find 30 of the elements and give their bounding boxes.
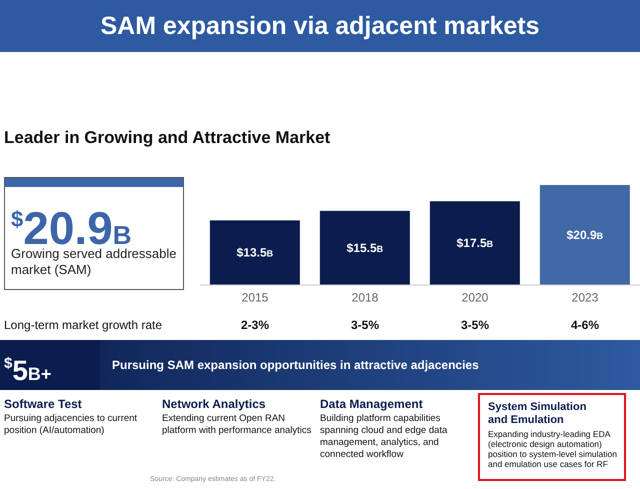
text: Long-term market growth rate (4, 318, 162, 332)
x-tick-label: 2018 (352, 290, 379, 305)
data-label: $17.5B (456, 236, 494, 250)
text: 3-5% (460, 318, 490, 332)
text: Pursuing SAM expansion opportunities in attractive adjacencies (112, 358, 479, 372)
x-tick-label: 2023 (572, 290, 599, 305)
text: Data Management (320, 397, 424, 411)
bar (540, 185, 630, 285)
text: Network Analytics (162, 397, 267, 411)
text: Growing served addressable market (SAM) (11, 246, 178, 278)
text: Pursuing adjacencies to current position (AI/automation) (4, 413, 138, 437)
text: 4-6% (570, 318, 600, 332)
text: $^{$}$5B+ (4, 355, 52, 386)
data-label: $15.5B (346, 240, 384, 255)
text: Building platform capabilities spanning cloud and edge data management, analytics, and connected workflow (320, 413, 448, 461)
text: Extending current Open RAN platform with performance analytics (162, 413, 312, 437)
chart-subtitle: Leader in Growing and Attractive Market (4, 128, 330, 148)
text: System Simulation and Emulation (488, 401, 588, 427)
chart-title: SAM expansion via adjacent markets (0, 0, 640, 52)
text: 3-5% (350, 318, 380, 332)
text: 2-3% (240, 318, 270, 332)
text: Software Test (4, 397, 83, 411)
bar (430, 201, 520, 285)
text: Expanding industry-leading EDA (electronic design automation) position to system-level simulation and emulation use cases for RF (488, 429, 618, 469)
data-label: $20.9B (566, 228, 604, 242)
x-tick-label: 2020 (462, 290, 489, 305)
bar (210, 220, 300, 285)
x-tick-label: 2015 (242, 290, 269, 305)
bar (320, 210, 410, 285)
data-label: $13.5B (236, 246, 274, 260)
